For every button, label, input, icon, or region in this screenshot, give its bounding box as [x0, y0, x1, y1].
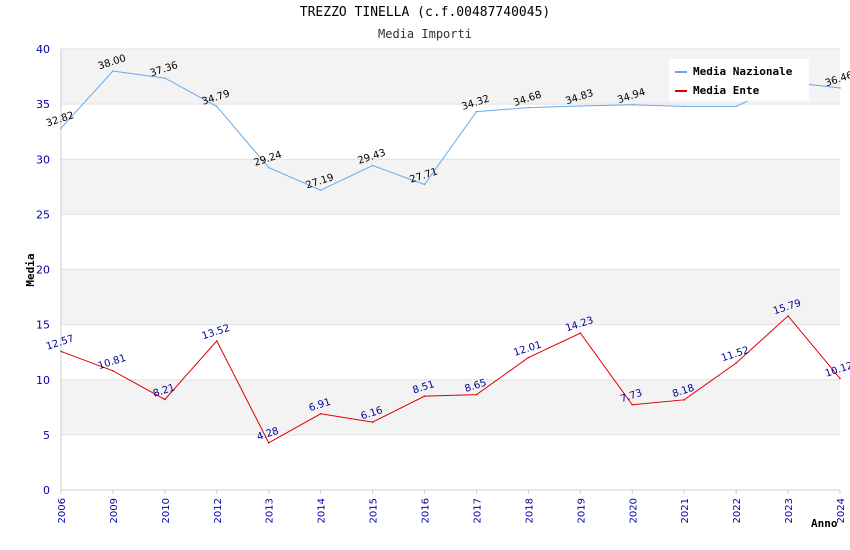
data-point — [527, 106, 530, 109]
chart-subtitle: Media Importi — [378, 27, 472, 41]
data-point — [60, 127, 62, 129]
x-tick-label: 2020 — [628, 498, 639, 523]
x-tick-label: 2010 — [161, 498, 172, 523]
data-point — [683, 105, 685, 108]
data-point — [267, 166, 270, 169]
data-point — [579, 105, 582, 107]
data-point — [371, 164, 374, 167]
x-tick-label: 2013 — [265, 498, 276, 523]
x-tick-label: 2022 — [732, 498, 743, 523]
x-axis-title: Anno — [811, 517, 838, 530]
legend-label-media-nazionale: Media Nazionale — [693, 65, 793, 78]
x-tick-label: 2014 — [317, 498, 328, 523]
y-tick-label: 25 — [36, 208, 50, 221]
data-point — [527, 356, 530, 359]
series-line-media-nazionale — [60, 70, 841, 191]
data-point — [216, 105, 218, 108]
y-tick-label: 35 — [36, 98, 50, 111]
data-point — [423, 183, 426, 186]
legend-label-media-ente: Media Ente — [693, 84, 760, 97]
data-point — [112, 370, 114, 372]
data-point — [475, 110, 478, 113]
data-point — [579, 332, 582, 334]
y-tick-label: 15 — [36, 319, 50, 332]
data-point — [112, 70, 114, 72]
data-label: 12.01 — [512, 340, 543, 359]
data-point — [839, 87, 841, 89]
x-tick-label: 2024 — [836, 498, 847, 523]
data-label: 13.52 — [201, 323, 232, 342]
data-point — [423, 395, 426, 397]
data-point — [839, 377, 841, 380]
x-tick-label: 2017 — [472, 498, 483, 523]
data-point — [475, 393, 478, 396]
y-tick-label: 0 — [43, 484, 50, 497]
legend-item-media-nazionale: Media Nazionale — [675, 65, 792, 78]
x-tick-label: 2016 — [421, 498, 432, 523]
legend-swatch-media-nazionale — [675, 71, 687, 73]
x-tick-label: 2015 — [369, 498, 380, 523]
legend-swatch-media-ente — [675, 90, 687, 92]
data-point — [60, 350, 62, 353]
grid-band — [61, 159, 840, 215]
series-line-media-ente — [60, 315, 841, 444]
legend: Media Nazionale Media Ente — [669, 59, 809, 101]
data-point — [631, 103, 634, 106]
data-label: 12.57 — [45, 333, 76, 352]
data-label: 10.81 — [97, 353, 128, 372]
x-tick-label: 2009 — [109, 498, 120, 523]
grid-band — [61, 269, 840, 325]
data-point — [787, 315, 789, 317]
legend-item-media-ente: Media Ente — [675, 84, 759, 97]
y-tick-label: 30 — [36, 153, 50, 166]
data-point — [735, 105, 737, 108]
data-label: 11.52 — [720, 345, 751, 364]
x-tick-label: 2018 — [524, 498, 535, 523]
data-point — [319, 189, 322, 192]
x-tick-label: 2021 — [680, 498, 691, 523]
data-point — [216, 340, 218, 342]
data-point — [631, 403, 634, 406]
x-tick-label: 2019 — [576, 498, 587, 523]
y-tick-label: 20 — [36, 264, 50, 277]
data-point — [683, 399, 685, 401]
y-tick-label: 5 — [43, 429, 50, 442]
x-tick-label: 2012 — [213, 498, 224, 523]
data-point — [267, 442, 270, 444]
data-point — [735, 362, 737, 364]
data-point — [164, 398, 166, 401]
y-tick-label: 10 — [36, 374, 50, 387]
data-label: 32.82 — [45, 110, 76, 129]
chart-title: TREZZO TINELLA (c.f.00487740045) — [299, 5, 551, 20]
x-tick-label: 2006 — [57, 498, 68, 523]
y-axis-title: Media — [24, 253, 37, 286]
data-point — [371, 421, 374, 423]
data-point — [319, 413, 322, 415]
y-tick-label: 40 — [36, 43, 50, 56]
data-point — [164, 77, 166, 79]
grid-band — [61, 379, 840, 435]
x-tick-label: 2023 — [784, 498, 795, 523]
